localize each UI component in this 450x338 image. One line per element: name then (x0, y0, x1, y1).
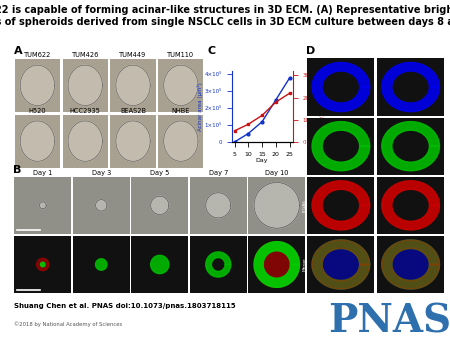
Text: Day 5: Day 5 (150, 170, 170, 176)
Polygon shape (382, 122, 440, 171)
Text: BEAS2B: BEAS2B (120, 108, 146, 114)
Polygon shape (312, 122, 370, 171)
Polygon shape (312, 240, 370, 289)
Polygon shape (312, 181, 370, 230)
Text: ©2018 by National Academy of Sciences: ©2018 by National Academy of Sciences (14, 321, 122, 327)
Polygon shape (95, 200, 107, 211)
Y-axis label: Acinar area (μm²): Acinar area (μm²) (197, 82, 203, 131)
Polygon shape (206, 193, 231, 218)
Text: D: D (306, 46, 315, 56)
Polygon shape (36, 258, 49, 271)
Text: TUM449: TUM449 (119, 52, 147, 58)
Text: NHBE: NHBE (171, 108, 190, 114)
Text: ITGA6: ITGA6 (303, 199, 307, 212)
Text: DAPI: DAPI (303, 82, 307, 92)
Polygon shape (116, 65, 150, 105)
Polygon shape (68, 121, 102, 161)
Text: TUM110: TUM110 (167, 52, 194, 58)
Polygon shape (20, 121, 54, 161)
Polygon shape (382, 240, 440, 289)
Text: H520: H520 (29, 108, 46, 114)
Polygon shape (39, 202, 46, 209)
Text: Merge: Merge (303, 258, 307, 271)
Polygon shape (40, 262, 45, 267)
Text: Merge: Merge (445, 258, 449, 271)
Polygon shape (116, 121, 150, 161)
Text: B: B (14, 165, 22, 175)
Polygon shape (164, 65, 198, 105)
Text: GM-130: GM-130 (303, 138, 307, 155)
Polygon shape (164, 121, 198, 161)
Polygon shape (312, 63, 370, 112)
Text: TUM622: TUM622 (24, 52, 51, 58)
Polygon shape (254, 242, 299, 287)
Polygon shape (68, 65, 102, 105)
Text: Day 3: Day 3 (92, 170, 111, 176)
Polygon shape (382, 240, 440, 289)
Text: Day 7: Day 7 (208, 170, 228, 176)
Polygon shape (382, 181, 440, 230)
Text: Shuang Chen et al. PNAS doi:10.1073/pnas.1803718115: Shuang Chen et al. PNAS doi:10.1073/pnas… (14, 303, 235, 309)
Text: Day 10: Day 10 (265, 170, 288, 176)
Text: TUM622 is capable of forming acinar-like structures in 3D ECM. (A) Representativ: TUM622 is capable of forming acinar-like… (0, 5, 450, 27)
Text: β-catenin: β-catenin (445, 136, 449, 156)
X-axis label: Day: Day (256, 158, 268, 163)
Polygon shape (151, 255, 169, 274)
Polygon shape (95, 259, 107, 270)
Text: Day 1: Day 1 (33, 170, 52, 176)
Text: DAPI: DAPI (445, 82, 449, 92)
Polygon shape (312, 240, 370, 289)
Text: C: C (207, 46, 215, 56)
Polygon shape (382, 240, 440, 289)
Polygon shape (312, 240, 370, 289)
Text: A: A (14, 46, 22, 56)
Y-axis label: Circularity (a.u.): Circularity (a.u.) (318, 84, 323, 129)
Polygon shape (382, 63, 440, 112)
Polygon shape (254, 183, 299, 228)
Polygon shape (151, 196, 169, 215)
Polygon shape (206, 252, 231, 277)
Text: HCC2935: HCC2935 (70, 108, 101, 114)
Text: PNAS: PNAS (328, 303, 450, 338)
Polygon shape (20, 65, 54, 105)
Text: ITGA6: ITGA6 (445, 199, 449, 212)
Text: TUM426: TUM426 (72, 52, 99, 58)
Polygon shape (254, 242, 299, 287)
